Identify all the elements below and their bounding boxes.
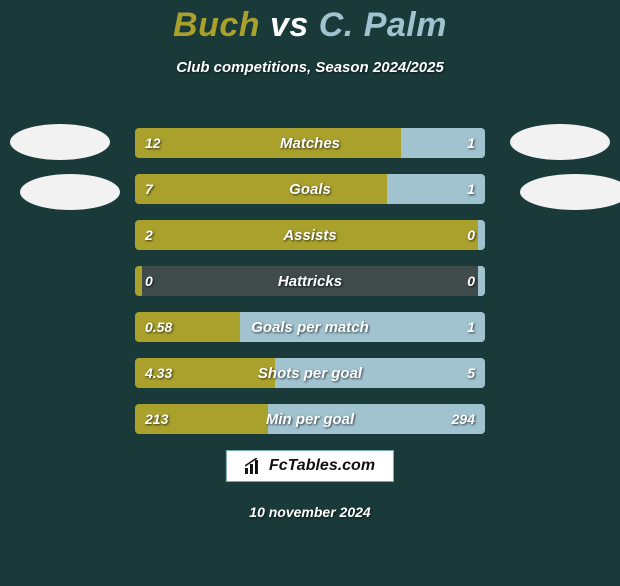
stat-bar-left [135, 358, 275, 388]
stat-bar-right [478, 220, 485, 250]
stat-bar-right [387, 174, 485, 204]
stat-row: Assists20 [135, 220, 485, 250]
player1-name: Buch [173, 6, 260, 44]
stat-bar-left [135, 220, 478, 250]
stat-bar-left [135, 266, 142, 296]
stat-bar-left [135, 174, 387, 204]
stat-row: Shots per goal4.335 [135, 358, 485, 388]
stat-row: Goals71 [135, 174, 485, 204]
stat-bars-container: Matches121 Goals71 Assists20 Hattricks00 Goa… [135, 128, 485, 450]
title-vs: vs [270, 6, 309, 44]
stat-bar-right [240, 312, 485, 342]
footer-date: 10 november 2024 [0, 504, 620, 520]
brand-badge: FcTables.com [226, 450, 394, 482]
player2-photo-placeholder [510, 124, 610, 160]
player1-photo-placeholder-2 [20, 174, 120, 210]
stat-bar-right [275, 358, 485, 388]
stat-bar-right [478, 266, 485, 296]
brand-text: FcTables.com [269, 457, 375, 475]
stat-row: Hattricks00 [135, 266, 485, 296]
brand-icon [245, 458, 263, 474]
player2-photo-placeholder-2 [520, 174, 620, 210]
stat-bar-left [135, 312, 240, 342]
subtitle: Club competitions, Season 2024/2025 [0, 59, 620, 76]
stat-row: Matches121 [135, 128, 485, 158]
player1-photo-placeholder [10, 124, 110, 160]
player2-name: C. Palm [319, 6, 447, 44]
stat-bar-left [135, 404, 268, 434]
stat-bar-right [401, 128, 485, 158]
stat-row: Goals per match0.581 [135, 312, 485, 342]
stat-row: Min per goal213294 [135, 404, 485, 434]
stat-bar-left [135, 128, 401, 158]
stat-bar-right [268, 404, 485, 434]
stat-label: Hattricks [135, 266, 485, 296]
comparison-title: Buch vs C. Palm [0, 6, 620, 45]
